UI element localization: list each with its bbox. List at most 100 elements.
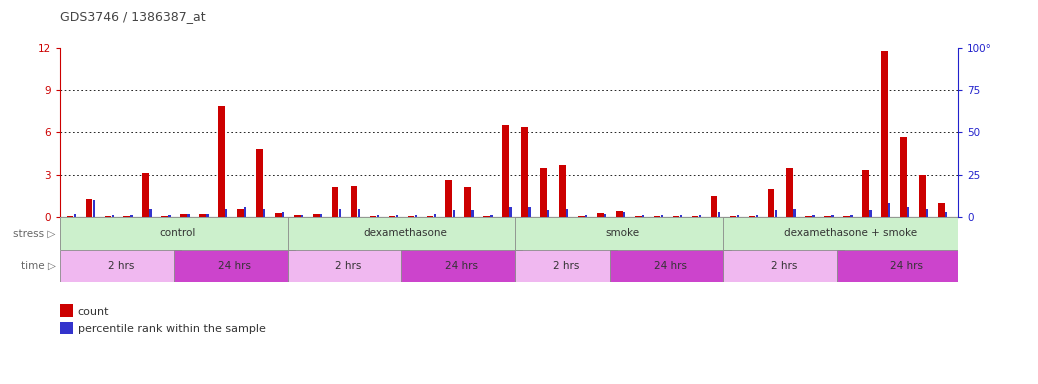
Bar bbox=[173, 250, 295, 282]
Bar bbox=[673, 216, 680, 217]
Bar bbox=[737, 215, 739, 217]
Bar bbox=[723, 217, 977, 250]
Bar bbox=[124, 216, 130, 217]
Bar bbox=[408, 216, 414, 217]
Bar bbox=[863, 170, 869, 217]
Bar bbox=[464, 187, 471, 217]
Bar bbox=[654, 215, 660, 217]
Bar bbox=[105, 216, 111, 217]
Bar bbox=[358, 209, 360, 217]
Bar bbox=[515, 250, 618, 282]
Bar bbox=[793, 209, 796, 217]
Bar bbox=[225, 209, 227, 217]
Bar bbox=[680, 215, 682, 217]
Text: 24 hrs: 24 hrs bbox=[891, 261, 924, 271]
Text: GDS3746 / 1386387_at: GDS3746 / 1386387_at bbox=[60, 10, 206, 23]
Bar bbox=[244, 207, 246, 217]
Bar bbox=[332, 187, 338, 217]
Bar bbox=[510, 207, 512, 217]
Bar bbox=[288, 217, 522, 250]
Bar bbox=[85, 199, 92, 217]
Bar bbox=[540, 168, 547, 217]
Bar bbox=[388, 216, 395, 217]
Text: 24 hrs: 24 hrs bbox=[654, 261, 687, 271]
Bar bbox=[528, 207, 530, 217]
Bar bbox=[427, 215, 433, 217]
Bar bbox=[256, 149, 263, 217]
Bar bbox=[945, 212, 948, 217]
Text: percentile rank within the sample: percentile rank within the sample bbox=[78, 324, 266, 334]
Text: 2 hrs: 2 hrs bbox=[553, 261, 579, 271]
Text: smoke: smoke bbox=[606, 228, 639, 238]
Text: stress ▷: stress ▷ bbox=[13, 228, 56, 238]
Bar bbox=[275, 213, 281, 217]
Bar bbox=[377, 215, 379, 217]
Bar bbox=[490, 215, 493, 217]
Bar bbox=[566, 209, 569, 217]
Bar bbox=[717, 212, 720, 217]
Text: dexamethasone: dexamethasone bbox=[363, 228, 447, 238]
Bar bbox=[711, 196, 717, 217]
Bar bbox=[900, 137, 907, 217]
Bar bbox=[395, 215, 398, 217]
Bar bbox=[199, 214, 206, 217]
Bar bbox=[515, 217, 731, 250]
Bar bbox=[559, 165, 566, 217]
Bar bbox=[616, 211, 623, 217]
Bar bbox=[288, 250, 409, 282]
Bar bbox=[237, 209, 244, 217]
Bar bbox=[484, 216, 490, 217]
Bar bbox=[585, 215, 588, 217]
Bar bbox=[92, 200, 94, 217]
Bar bbox=[453, 210, 455, 217]
Bar bbox=[401, 250, 522, 282]
Bar bbox=[578, 216, 584, 217]
Bar bbox=[597, 213, 604, 217]
Bar bbox=[207, 214, 209, 217]
Bar bbox=[338, 209, 342, 217]
Bar bbox=[218, 106, 225, 217]
Bar bbox=[320, 214, 322, 217]
Bar bbox=[181, 214, 187, 217]
Bar bbox=[723, 250, 845, 282]
Bar bbox=[843, 216, 850, 217]
Bar bbox=[370, 216, 377, 217]
Bar bbox=[661, 215, 663, 217]
Bar bbox=[263, 209, 266, 217]
Bar bbox=[641, 215, 645, 217]
Bar bbox=[805, 216, 812, 217]
Bar bbox=[168, 215, 170, 217]
Text: control: control bbox=[160, 228, 196, 238]
Bar bbox=[623, 212, 625, 217]
Bar bbox=[850, 215, 852, 217]
Bar bbox=[787, 168, 793, 217]
Bar bbox=[294, 215, 301, 217]
Bar bbox=[889, 204, 891, 217]
Bar bbox=[756, 215, 758, 217]
Bar bbox=[471, 210, 473, 217]
Bar bbox=[434, 214, 436, 217]
Text: time ▷: time ▷ bbox=[21, 261, 56, 271]
Bar bbox=[824, 216, 831, 217]
Bar bbox=[414, 215, 417, 217]
Bar bbox=[604, 214, 606, 217]
Bar bbox=[445, 180, 453, 217]
Bar bbox=[730, 216, 736, 217]
Bar bbox=[813, 215, 815, 217]
Bar bbox=[748, 216, 756, 217]
Bar bbox=[161, 216, 168, 217]
Bar bbox=[907, 207, 909, 217]
Bar bbox=[351, 186, 357, 217]
Text: count: count bbox=[78, 307, 109, 317]
Bar bbox=[691, 216, 699, 217]
Bar bbox=[837, 250, 977, 282]
Bar bbox=[919, 175, 926, 217]
Bar bbox=[60, 217, 295, 250]
Bar bbox=[699, 215, 701, 217]
Bar bbox=[312, 214, 320, 217]
Bar bbox=[926, 209, 928, 217]
Text: 2 hrs: 2 hrs bbox=[335, 261, 361, 271]
Bar bbox=[502, 126, 509, 217]
Bar bbox=[881, 51, 887, 217]
Bar bbox=[547, 210, 549, 217]
